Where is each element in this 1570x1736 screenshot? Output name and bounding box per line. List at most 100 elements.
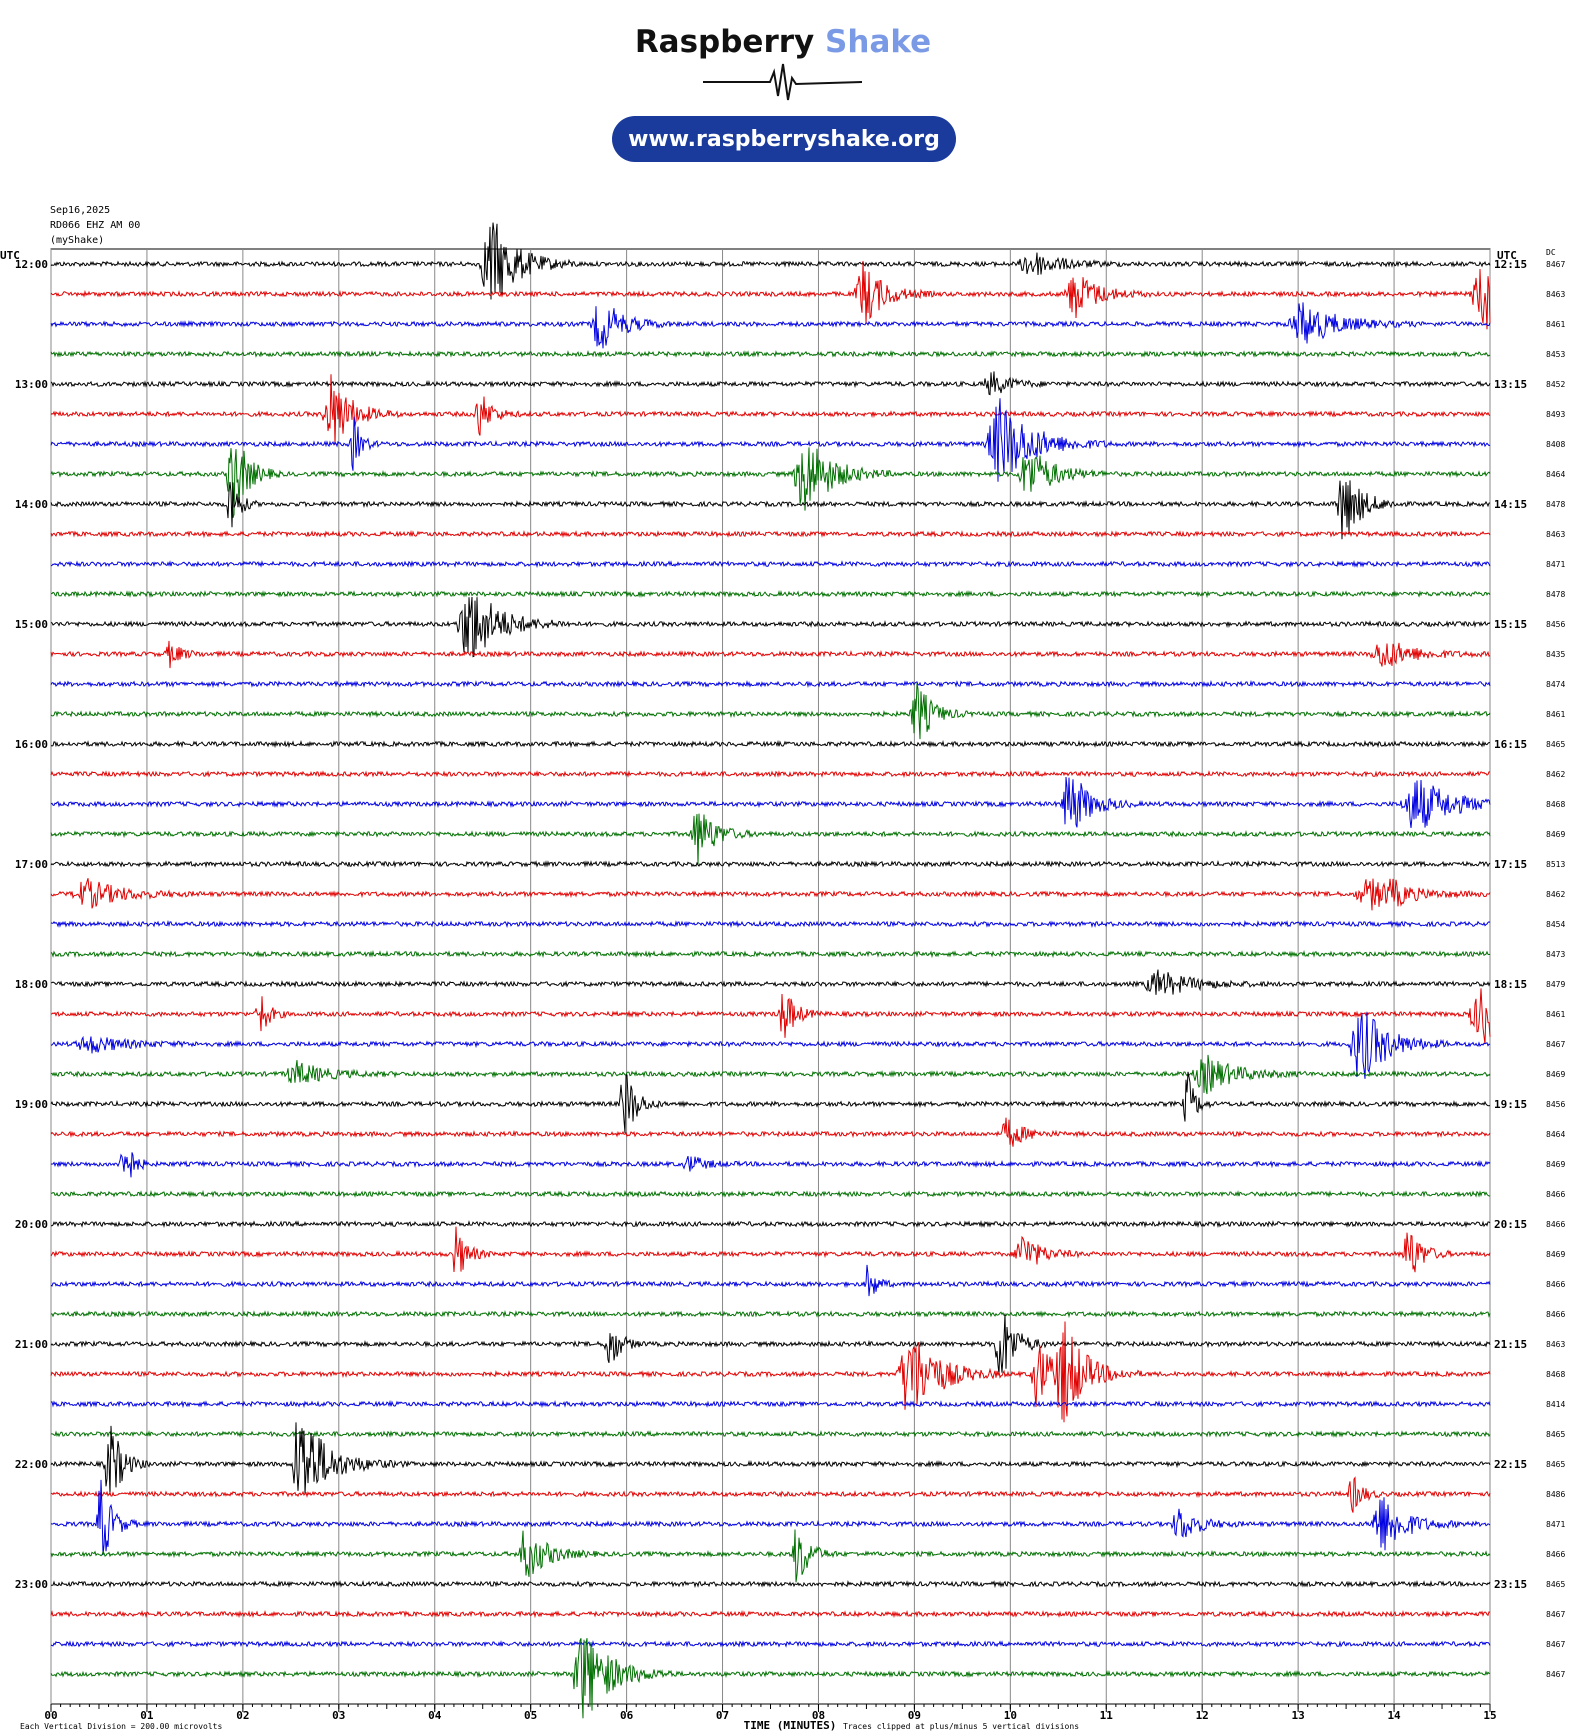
trace [50,596,1491,658]
dc-value: 8462 [1546,770,1565,779]
trace [50,679,1491,689]
dc-value: 8456 [1546,1100,1565,1109]
dc-value: 8414 [1546,1400,1565,1409]
trace [50,371,1491,396]
x-tick-label: 02 [236,1709,249,1722]
trace [50,398,1491,482]
dc-value: 8464 [1546,1130,1565,1139]
trace [50,739,1491,749]
trace [51,589,1491,599]
trace [50,260,1491,330]
footer-left: Each Vertical Division = 200.00 microvol… [20,1722,222,1731]
dc-value: 8469 [1546,1160,1565,1169]
left-time: 22:00 [15,1458,48,1471]
left-axis-label: UTC [0,249,20,262]
right-time: 14:15 [1494,498,1527,511]
x-tick-label: 08 [812,1709,825,1722]
x-tick-label: 13 [1292,1709,1305,1722]
trace [51,1220,1491,1228]
dc-value: 8471 [1546,560,1565,569]
right-time: 15:15 [1494,618,1527,631]
dc-value: 8468 [1546,800,1565,809]
trace [50,1580,1491,1589]
trace [50,1529,1491,1583]
dc-value: 8466 [1546,1550,1565,1559]
x-tick-label: 10 [1004,1709,1017,1722]
dc-value: 8466 [1546,1190,1565,1199]
left-time: 17:00 [15,858,48,871]
dc-value: 8465 [1546,1580,1565,1589]
dc-value: 8435 [1546,650,1565,659]
frame [50,248,1491,1705]
dc-value: 8462 [1546,890,1565,899]
dc-label: DC [1546,248,1556,257]
dc-value: 8465 [1546,1430,1565,1439]
trace [50,770,1490,778]
dc-value: 8461 [1546,320,1565,329]
trace [50,1430,1491,1438]
dc-value: 8474 [1546,680,1565,689]
right-time: 17:15 [1494,858,1527,871]
footer-right: Traces clipped at plus/minus 5 vertical … [843,1722,1079,1731]
right-axis-label: UTC [1497,249,1517,262]
dc-value: 8454 [1546,920,1565,929]
left-time: 12:00 [15,258,48,271]
dc-value: 8479 [1546,980,1565,989]
right-time: 22:15 [1494,1458,1527,1471]
trace [50,529,1491,539]
trace [50,1321,1491,1423]
left-time: 21:00 [15,1338,48,1351]
brand-raspberry: Raspberry [635,24,814,60]
dc-value: 8467 [1546,1040,1565,1049]
trace [50,683,1491,740]
x-tick-label: 00 [44,1709,57,1722]
dc-value: 8493 [1546,410,1565,419]
dc-value: 8465 [1546,740,1565,749]
x-tick-label: 06 [620,1709,634,1722]
trace [50,1117,1491,1147]
dc-value: 8464 [1546,470,1565,479]
trace [50,919,1491,929]
x-tick-label: 05 [524,1709,537,1722]
dc-value: 8461 [1546,1010,1565,1019]
dc-value: 8452 [1546,380,1565,389]
left-time: 14:00 [15,498,48,511]
trace [50,374,1491,445]
dc-value: 8463 [1546,290,1565,299]
trace [50,949,1491,959]
x-tick-label: 12 [1196,1709,1209,1722]
url: www.raspberryshake.org [628,127,940,152]
x-axis-label: TIME (MINUTES) [744,1719,837,1732]
trace [50,1264,1491,1297]
trace [50,776,1491,829]
dc-value: 8467 [1546,1640,1565,1649]
url-pill [612,116,956,162]
network: (myShake) [50,235,104,246]
left-time: 15:00 [15,618,48,631]
trace [50,222,1491,300]
dc-value: 8471 [1546,1520,1565,1529]
trace [50,302,1491,349]
dc-value: 8466 [1546,1310,1565,1319]
trace [50,813,1491,866]
trace [50,1422,1491,1495]
left-time: 16:00 [15,738,48,751]
trace [50,447,1491,519]
x-tick-label: 14 [1387,1709,1401,1722]
trace [50,480,1491,540]
dc-value: 8463 [1546,530,1565,539]
trace [50,1638,1491,1719]
trace [50,349,1491,359]
trace [50,640,1491,669]
dc-value: 8478 [1546,590,1565,599]
dc-value: 8513 [1546,860,1565,869]
left-time: 18:00 [15,978,48,991]
dc-value: 8463 [1546,1340,1565,1349]
date: Sep16,2025 [50,205,110,216]
left-time: 19:00 [15,1098,48,1111]
dc-value: 8466 [1546,1220,1565,1229]
right-time: 16:15 [1494,738,1527,751]
brand-shake: Shake [825,24,931,60]
trace [50,1012,1491,1079]
